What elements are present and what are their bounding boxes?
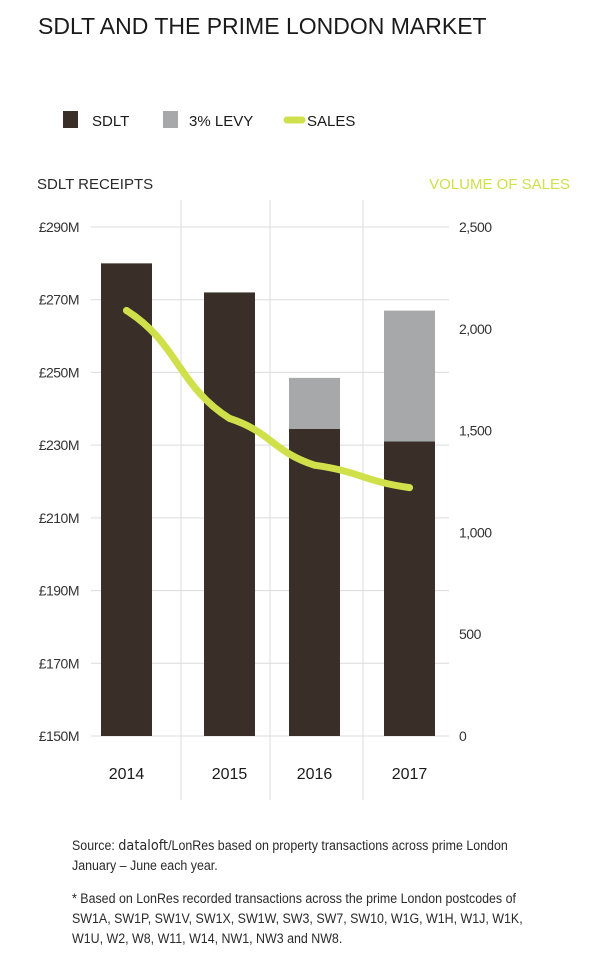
legend-label-sdlt: SDLT [92,113,129,130]
source-text: /LonRes based on property transactions a… [72,838,508,873]
y-right-tick-label: 1,500 [459,423,492,439]
legend: SDLT 3% LEVY SALES [63,111,355,130]
y-tick-label: £250M [39,364,79,380]
y-right-tick-label: 1,000 [459,524,492,540]
sales-point-2016 [311,461,318,469]
bar-3-levy-2017 [384,310,435,442]
sales-point-2014 [123,306,130,314]
bar-sdlt-2014 [101,263,152,736]
y-tick-label: £290M [39,219,79,235]
source-note: Source: dataloft/LonRes based on propert… [72,836,541,876]
y-right-tick-label: 2,000 [459,321,492,337]
bar-sdlt-2016 [289,428,340,736]
x-tick-label: 2016 [297,766,333,783]
sales-line [123,306,413,492]
footnote: * Based on LonRes recorded transactions … [72,891,523,946]
x-tick-label: 2015 [212,766,248,783]
y-axis-right-title: VOLUME OF SALES [429,176,570,193]
legend-swatch-sdlt [63,111,78,128]
y-tick-label: £150M [39,728,79,744]
source-prefix: Source: [72,838,119,853]
y-axis-title: SDLT RECEIPTS [37,176,153,193]
x-tick-label: 2017 [392,766,428,783]
y-tick-label: £230M [39,437,79,453]
legend-swatch-levy [163,111,178,128]
y-right-tick-label: 500 [459,626,482,642]
y-tick-label: £270M [39,292,79,308]
sales-point-2015 [226,414,233,422]
y-tick-label: £210M [39,510,79,526]
bar-3-levy-2016 [289,377,340,429]
dataloft-logo: dataloft [118,838,169,854]
x-tick-label: 2014 [109,766,145,783]
sales-point-2017 [406,484,413,492]
chart-title: SDLT AND THE PRIME LONDON MARKET [38,13,487,39]
legend-label-sales: SALES [307,113,355,130]
legend-label-levy: 3% LEVY [189,113,253,130]
y-right-tick-label: 2,500 [459,219,492,235]
bar-sdlt-2015 [204,292,255,736]
y-tick-label: £190M [39,583,79,599]
y-tick-label: £170M [39,655,79,671]
y-right-tick-label: 0 [459,728,467,744]
